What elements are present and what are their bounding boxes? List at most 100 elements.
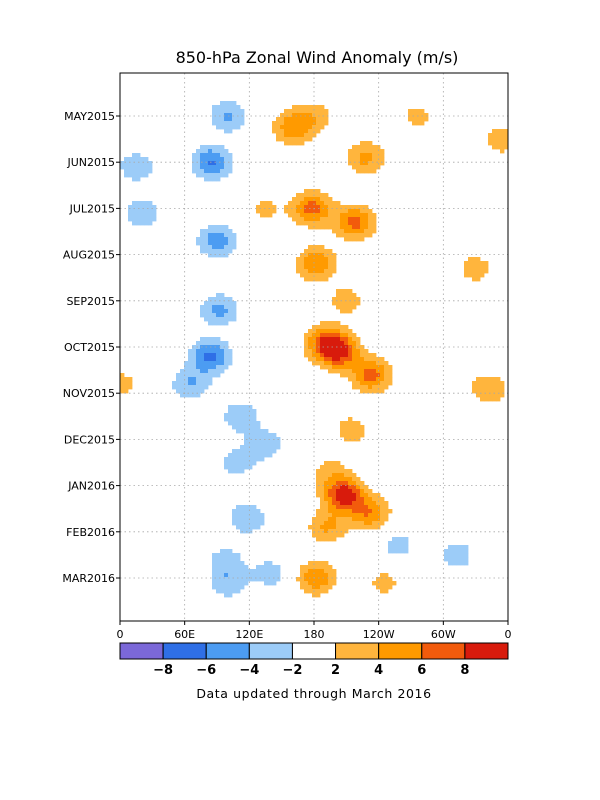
heatmap-cell [128,205,133,210]
heatmap-cell [192,169,197,174]
heatmap-cell [328,577,333,582]
heatmap-cell [372,501,377,506]
heatmap-cell [320,481,325,486]
heatmap-cell [344,489,349,494]
heatmap-cell [280,137,285,142]
heatmap-cell [328,493,333,498]
heatmap-cell [220,357,225,362]
heatmap-cell [208,309,213,314]
heatmap-cell [380,161,385,166]
heatmap-cell [264,213,269,218]
heatmap-cell [236,505,241,510]
heatmap-cell [216,337,221,342]
heatmap-cell [420,121,425,126]
heatmap-cell [500,145,505,150]
heatmap-cell [196,365,201,370]
heatmap-cell [364,385,369,390]
heatmap-cell [212,353,217,358]
heatmap-cell [304,201,309,206]
heatmap-cell [424,117,429,122]
heatmap-cell [196,169,201,174]
heatmap-cell [360,161,365,166]
heatmap-cell [368,373,373,378]
heatmap-cell [492,389,497,394]
heatmap-cell [300,125,305,130]
heatmap-cell [216,345,221,350]
heatmap-cell [344,337,349,342]
heatmap-cell [224,173,229,178]
heatmap-cell [324,529,329,534]
heatmap-cell [244,505,249,510]
heatmap-cell [380,497,385,502]
heatmap-cell [308,209,313,214]
heatmap-cell [316,209,321,214]
heatmap-cell [312,201,317,206]
heatmap-cell [332,573,337,578]
heatmap-cell [200,369,205,374]
colorbar-label: 4 [374,663,383,678]
colorbar-labels: −8 −6 −4 −2 2 4 6 8 [153,663,469,678]
heatmap-cell [336,481,341,486]
heatmap-cell [248,449,253,454]
heatmap-cell [260,453,265,458]
heatmap-cell [132,177,137,182]
heatmap-cell [352,381,357,386]
heatmap-cell [256,513,261,518]
heatmap-cell [320,513,325,518]
heatmap-cell [184,393,189,398]
heatmap-cell [336,233,341,238]
heatmap-cell [340,229,345,234]
heatmap-cell [324,213,329,218]
heatmap-cell [228,573,233,578]
heatmap-cell [292,197,297,202]
heatmap-cell [324,477,329,482]
heatmap-cell [216,313,221,318]
heatmap-cell [260,573,265,578]
heatmap-cell [176,385,181,390]
heatmap-cell [292,205,297,210]
heatmap-cell [212,337,217,342]
heatmap-cell [328,461,333,466]
heatmap-cell [248,513,253,518]
heatmap-cell [232,117,237,122]
heatmap-cell [320,505,325,510]
heatmap-cell [180,377,185,382]
heatmap-cell [216,169,221,174]
heatmap-cell [344,369,349,374]
heatmap-cell [348,153,353,158]
heatmap-cell [348,433,353,438]
heatmap-cell [356,521,361,526]
heatmap-cell [380,389,385,394]
heatmap-cell [320,585,325,590]
heatmap-cell [316,573,321,578]
heatmap-cell [340,217,345,222]
heatmap-cell [328,569,333,574]
heatmap-cell [316,329,321,334]
heatmap-cell [368,509,373,514]
heatmap-cell [268,565,273,570]
heatmap-cell [384,509,389,514]
heatmap-cell [200,149,205,154]
heatmap-cell [228,553,233,558]
heatmap-cell [228,405,233,410]
heatmap-cell [360,505,365,510]
heatmap-cell [320,497,325,502]
heatmap-cell [352,521,357,526]
heatmap-cell [360,221,365,226]
heatmap-cell [316,249,321,254]
heatmap-cell [328,585,333,590]
heatmap-cell [320,257,325,262]
heatmap-cell [348,205,353,210]
heatmap-cell [216,121,221,126]
heatmap-cell [296,125,301,130]
heatmap-cell [304,249,309,254]
heatmap-cell [204,337,209,342]
heatmap-cell [336,513,341,518]
heatmap-cell [316,521,321,526]
heatmap-cell [208,229,213,234]
heatmap-cell [224,161,229,166]
heatmap-cell [328,537,333,542]
heatmap-cell [464,273,469,278]
heatmap-cell [204,373,209,378]
heatmap-cell [304,205,309,210]
